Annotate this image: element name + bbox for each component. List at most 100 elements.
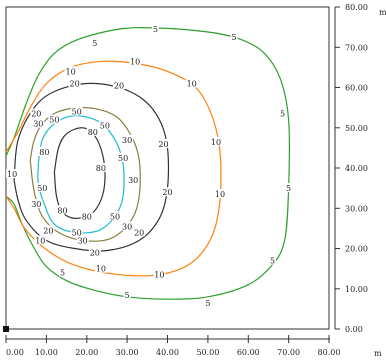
contour-label-background — [161, 187, 174, 197]
contour-label-background — [127, 175, 140, 185]
contour-label-background — [285, 183, 293, 193]
x-tick-label: 20.00 — [75, 348, 98, 357]
contour-label-30: 30 — [31, 200, 41, 209]
contour-label-background — [34, 235, 47, 245]
contour-label-80: 80 — [88, 128, 98, 137]
contour-label-5: 5 — [286, 184, 291, 193]
contour-label-10: 10 — [35, 236, 45, 245]
contour-label-20: 20 — [90, 249, 100, 258]
x-tick-label: 0.00 — [6, 348, 24, 357]
contour-label-10: 10 — [187, 80, 197, 89]
x-axis: 0.00 10.00 20.00 30.00 40.00 50.00 60.00 70.00 8… — [5, 335, 341, 357]
contour-label-background — [279, 108, 287, 118]
contour-label-background — [151, 24, 159, 34]
contour-label-50: 50 — [118, 154, 128, 163]
y-tick-label: 80.00 — [345, 3, 368, 12]
y-tick-label: 30.00 — [345, 204, 368, 213]
contour-label-20: 20 — [70, 80, 80, 89]
contour-label-10: 10 — [96, 265, 106, 274]
contour-label-background — [185, 78, 198, 88]
contour-label-background — [204, 297, 212, 307]
contour-label-background — [113, 80, 125, 90]
contour-label-30: 30 — [128, 176, 138, 185]
y-axis-unit-label: m — [379, 8, 386, 17]
contour-label-10: 10 — [215, 190, 225, 199]
contour-label-background — [30, 108, 43, 118]
x-tick-label: 60.00 — [237, 348, 260, 357]
y-tick-label: 50.00 — [345, 124, 368, 133]
contour-label-background — [91, 38, 99, 48]
contour-label-background — [6, 169, 19, 178]
contour-label-background — [38, 146, 51, 156]
contour-label-50: 50 — [49, 116, 59, 125]
contour-label-background — [210, 136, 222, 146]
x-axis-unit-label: m — [374, 349, 382, 358]
y-axis: 0.00 10.00 20.00 30.00 40.00 50.00 60.00 70.00 8… — [334, 3, 368, 334]
contour-label-background — [30, 199, 43, 209]
contour-label-background — [94, 263, 107, 273]
x-tick-label: 30.00 — [116, 348, 139, 357]
contour-label-20: 20 — [162, 188, 172, 197]
contour-label-background — [214, 189, 226, 199]
contour-label-background — [98, 120, 111, 130]
contour-label-5: 5 — [125, 291, 130, 300]
contour-label-background — [129, 56, 142, 66]
contour-label-background — [36, 183, 49, 193]
x-tick-label: 50.00 — [196, 348, 219, 357]
contour-label-20: 20 — [43, 226, 53, 235]
contour-label-5: 5 — [60, 269, 65, 278]
contour-label-80: 80 — [82, 212, 92, 221]
contour-label-background — [157, 138, 170, 148]
y-tick-label: 0.00 — [345, 325, 363, 334]
contour-line-10 — [5, 60, 222, 277]
contour-label-background — [121, 221, 134, 231]
contour-label-background — [68, 78, 81, 88]
contour-label-30: 30 — [122, 222, 132, 231]
y-tick-label: 70.00 — [345, 43, 368, 52]
x-tick-label: 10.00 — [35, 348, 58, 357]
y-tick-label: 20.00 — [345, 245, 368, 254]
contour-label-20: 20 — [31, 110, 41, 119]
contour-label-80: 80 — [96, 164, 106, 173]
contour-label-5: 5 — [205, 299, 210, 308]
origin-marker — [3, 326, 9, 332]
contour-label-background — [80, 211, 93, 221]
contour-label-background — [70, 106, 83, 116]
contour-label-80: 80 — [57, 206, 67, 215]
contour-label-30: 30 — [78, 236, 88, 245]
contour-label-5: 5 — [270, 257, 275, 266]
contour-label-5: 5 — [280, 110, 285, 119]
contour-label-10: 10 — [154, 271, 164, 280]
contour-label-background — [109, 211, 121, 221]
contour-label-10: 10 — [66, 67, 76, 76]
contour-label-20: 20 — [114, 82, 124, 91]
contour-label-background — [269, 255, 276, 265]
y-tick-label: 10.00 — [345, 285, 368, 294]
contour-label-5: 5 — [232, 33, 237, 42]
contour-label-background — [32, 118, 45, 128]
contour-label-background — [56, 205, 69, 215]
contour-label-background — [70, 227, 83, 237]
contour-label-50: 50 — [100, 122, 110, 131]
contour-label-background — [121, 134, 134, 144]
contour-label-30: 30 — [122, 136, 132, 145]
contour-label-80: 80 — [39, 148, 49, 157]
contour-label-background — [59, 267, 66, 277]
contour-label-background — [64, 66, 77, 76]
contour-label-background — [48, 114, 61, 124]
x-tick-label: 80.00 — [318, 348, 341, 357]
contour-label-50: 50 — [72, 228, 82, 237]
contour-label-50: 50 — [110, 212, 120, 221]
contour-label-50: 50 — [37, 184, 47, 193]
contour-label-10: 10 — [130, 57, 140, 66]
y-tick-label: 40.00 — [345, 164, 368, 173]
contour-label-background — [123, 289, 131, 299]
contour-label-5: 5 — [92, 39, 97, 48]
contour-label-background — [42, 225, 55, 235]
contour-label-background — [94, 163, 107, 172]
contour-label-5: 5 — [153, 25, 158, 34]
contour-label-background — [230, 32, 238, 42]
